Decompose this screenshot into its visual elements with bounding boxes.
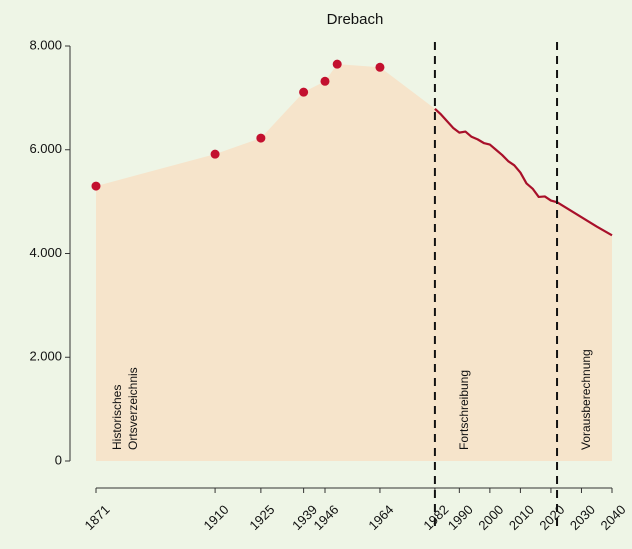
- x-tick-label: 1964: [365, 502, 396, 533]
- x-tick-label: 2010: [506, 502, 537, 533]
- point: [320, 76, 330, 86]
- x-tick-label: 1910: [201, 502, 232, 533]
- y-tick-label: 4.000: [29, 245, 62, 260]
- annotation: Historisches: [110, 385, 124, 450]
- y-tick-label: 2.000: [29, 349, 62, 364]
- x-tick-label: 1946: [310, 502, 341, 533]
- y-tick-label: 0: [55, 452, 62, 467]
- y-tick-label: 6.000: [29, 141, 62, 156]
- annotation: Vorausberechnung: [579, 349, 593, 450]
- point: [299, 87, 309, 97]
- x-tick-label: 2040: [597, 502, 628, 533]
- x-tick-label: 2030: [567, 502, 598, 533]
- x-tick-label: 1982: [420, 502, 451, 533]
- point: [375, 62, 385, 72]
- annotation: Fortschreibung: [457, 370, 471, 450]
- area: [96, 64, 612, 461]
- point: [210, 149, 220, 159]
- point: [256, 133, 266, 143]
- point: [91, 181, 101, 191]
- x-tick-label: 2020: [536, 502, 567, 533]
- x-tick-label: 1871: [81, 502, 112, 533]
- x-tick-label: 1990: [445, 502, 476, 533]
- point: [332, 59, 342, 69]
- x-tick-label: 1925: [246, 502, 277, 533]
- x-tick-label: 2000: [475, 502, 506, 533]
- chart-title: Drebach: [327, 11, 384, 28]
- y-tick-label: 8.000: [29, 37, 62, 52]
- annotation: Ortsverzeichnis: [126, 367, 140, 450]
